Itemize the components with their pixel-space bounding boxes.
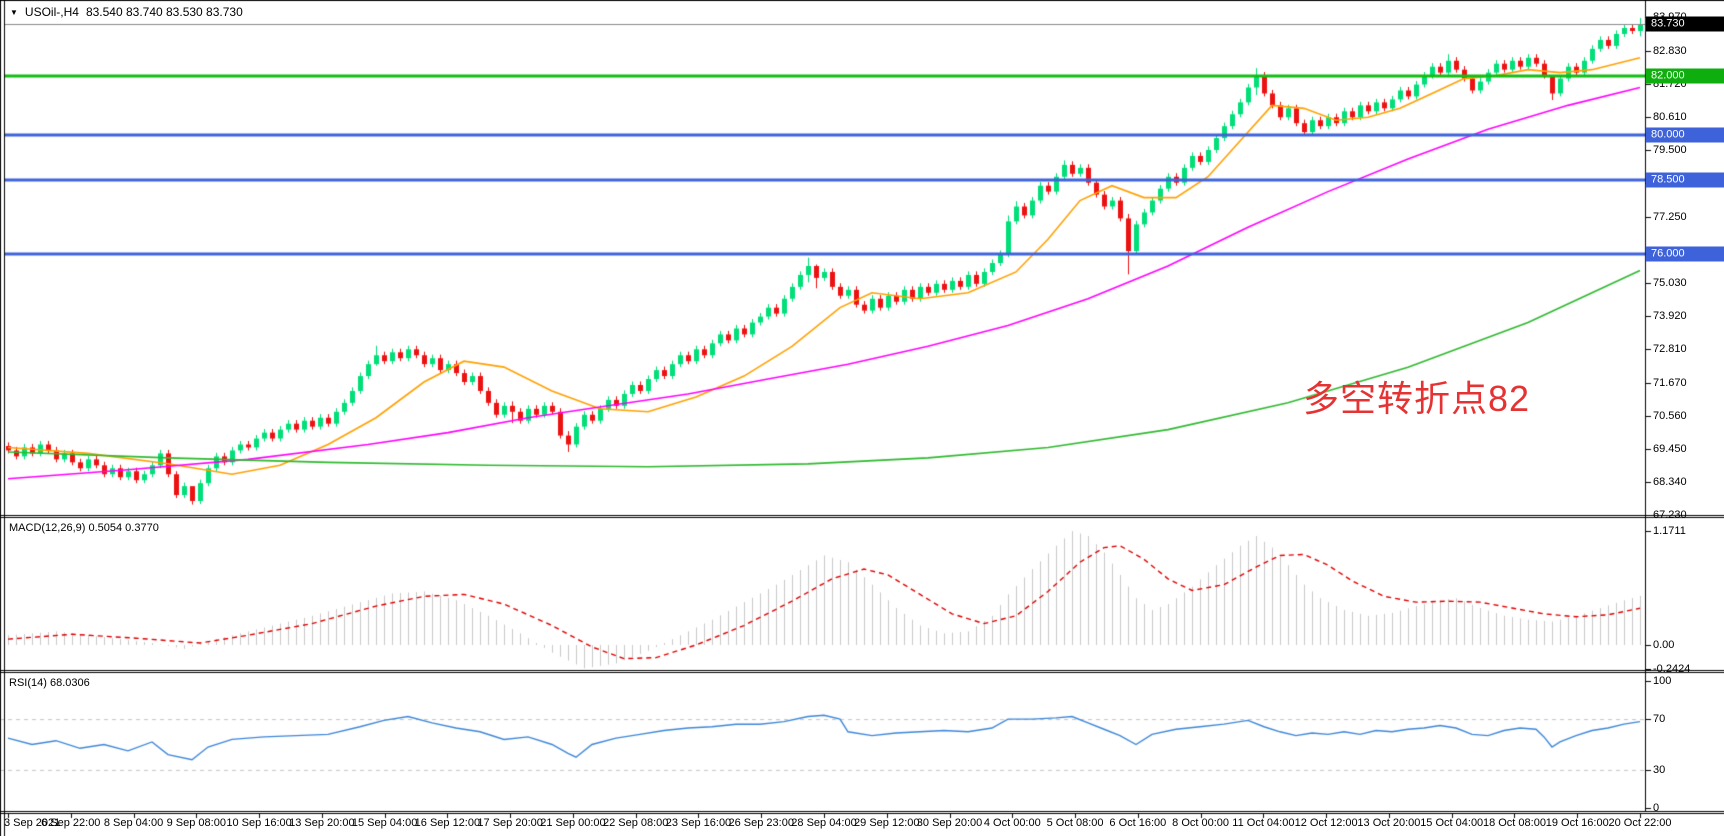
symbol-timeframe-label: USOil-,H4 bbox=[24, 5, 79, 19]
chart-text-annotation[interactable]: 多空转折点82 bbox=[1303, 378, 1531, 419]
price-axis[interactable] bbox=[1646, 0, 1724, 811]
symbol-dropdown-icon[interactable]: ▼ bbox=[10, 7, 18, 17]
macd-pane[interactable] bbox=[0, 518, 1645, 670]
chart-title-bar: ▼ USOil-,H4 83.540 83.740 83.530 83.730 bbox=[10, 5, 243, 19]
main-chart-pane[interactable] bbox=[0, 0, 1645, 515]
time-axis[interactable] bbox=[0, 814, 1724, 836]
rsi-indicator-label: RSI(14) 68.0306 bbox=[9, 677, 90, 689]
macd-indicator-label: MACD(12,26,9) 0.5054 0.3770 bbox=[9, 522, 159, 534]
ohlc-quote-label: 83.540 83.740 83.530 83.730 bbox=[85, 5, 243, 19]
rsi-pane[interactable] bbox=[0, 673, 1645, 811]
